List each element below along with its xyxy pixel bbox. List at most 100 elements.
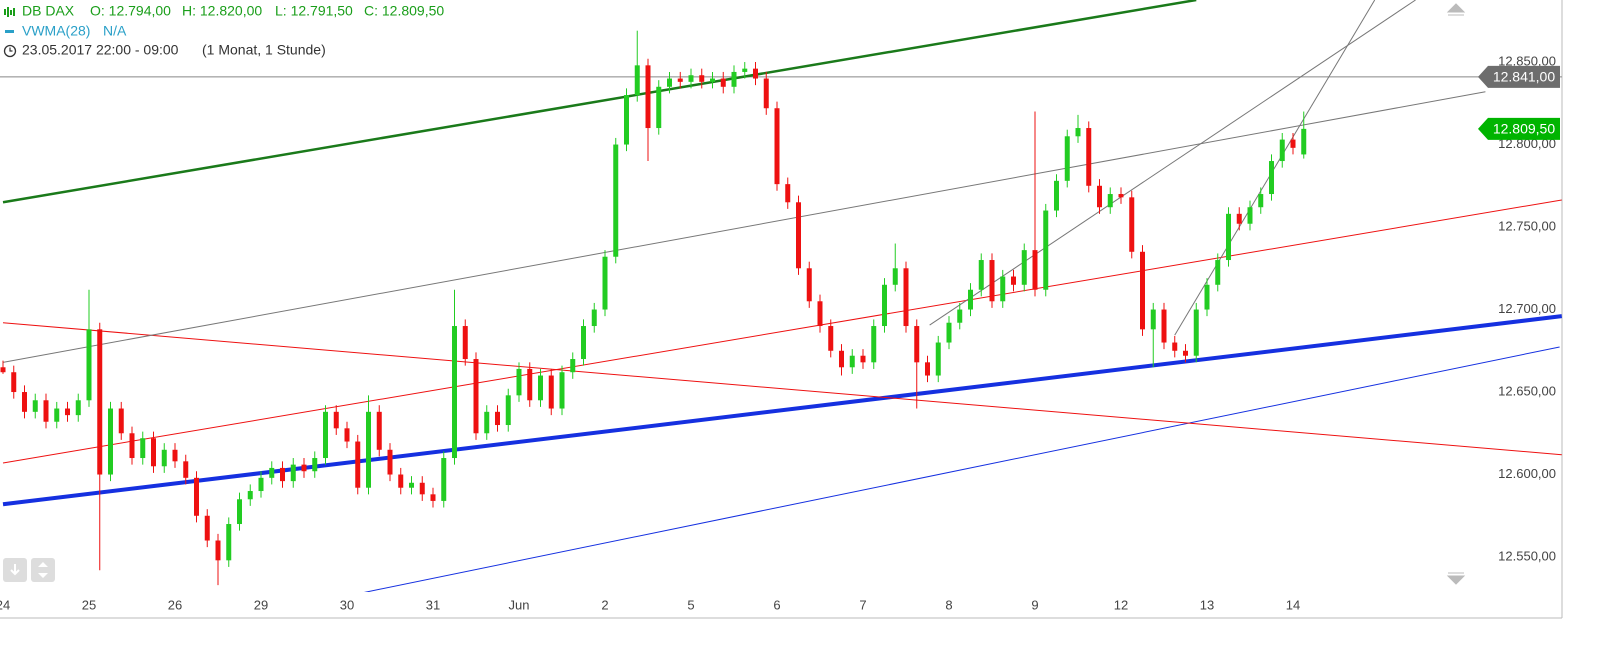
controls[interactable] xyxy=(3,3,1466,585)
candle-body xyxy=(806,268,812,302)
header: DB DAX O: 12.794,00 H: 12.820,00 L: 12.7… xyxy=(3,3,444,58)
candle-body xyxy=(978,260,984,290)
candle-body xyxy=(1204,284,1210,310)
candle-body xyxy=(86,329,92,401)
candles xyxy=(0,30,1307,586)
range: (1 Monat, 1 Stunde) xyxy=(202,42,326,58)
candle-body xyxy=(1290,139,1296,148)
candle-body xyxy=(75,400,81,416)
x-tick-label: 7 xyxy=(859,597,866,612)
indicator-value: N/A xyxy=(103,23,127,39)
candle-body xyxy=(624,95,629,145)
candle-body xyxy=(667,78,672,87)
candle-body xyxy=(505,395,511,426)
x-tick-label: 25 xyxy=(82,597,96,612)
price-marker-label: 12.841,00 xyxy=(1493,69,1555,85)
trendline xyxy=(2,91,1486,363)
candle-body xyxy=(1032,250,1038,290)
candle-body xyxy=(247,491,253,500)
candle-body xyxy=(473,359,479,434)
candle-body xyxy=(957,309,963,323)
candle-body xyxy=(1236,213,1242,224)
trendline xyxy=(2,314,1562,507)
candle-body xyxy=(753,68,758,79)
candle-body xyxy=(882,284,887,327)
candle-body xyxy=(602,256,608,310)
x-tick-label: 12 xyxy=(1114,597,1128,612)
chart-icon xyxy=(4,7,15,17)
candle-body xyxy=(140,438,146,459)
candle-body xyxy=(419,482,425,495)
candle-body xyxy=(774,108,780,185)
candle-body xyxy=(925,362,930,376)
y-tick-label: 12.700,00 xyxy=(1498,301,1556,316)
candle-body xyxy=(1301,128,1307,155)
price-marker xyxy=(1478,117,1560,140)
button-icon xyxy=(38,562,48,578)
x-tick-label: 2 xyxy=(601,597,608,612)
candle-body xyxy=(742,68,748,72)
candle-body xyxy=(194,477,199,516)
candle-body xyxy=(1107,194,1113,208)
candle-body xyxy=(484,411,490,434)
candle-body xyxy=(1269,161,1274,195)
candle-body xyxy=(1258,194,1264,208)
x-tick-label: Jun xyxy=(509,597,530,612)
candle-body xyxy=(1183,350,1188,356)
drawings xyxy=(0,0,1562,592)
button[interactable] xyxy=(31,558,55,582)
candle-body xyxy=(871,326,877,363)
trendline xyxy=(363,346,1560,592)
candle-body xyxy=(355,441,361,488)
ohlc: O: 12.794,00 xyxy=(90,3,171,19)
candle-body xyxy=(1021,250,1027,285)
candle-body xyxy=(817,301,823,327)
candle-body xyxy=(312,458,318,472)
candle-body xyxy=(613,144,619,257)
candle-body xyxy=(828,326,834,351)
candle-body xyxy=(1150,309,1156,330)
candle-body xyxy=(0,367,6,373)
candle-body xyxy=(1011,276,1016,285)
candle-body xyxy=(452,326,457,459)
candle-body xyxy=(677,78,683,82)
candle-body xyxy=(1118,194,1124,198)
candle-body xyxy=(849,355,855,368)
clock-icon xyxy=(3,44,17,58)
y-tick-label: 12.650,00 xyxy=(1498,383,1556,398)
x-tick-label: 6 xyxy=(773,597,780,612)
candle-body xyxy=(1075,128,1081,137)
candle-body xyxy=(710,78,715,82)
candle-body xyxy=(43,400,49,422)
scroll-down[interactable] xyxy=(1446,572,1466,585)
candle-body xyxy=(344,428,350,442)
candle-body xyxy=(280,467,285,482)
x-tick-label: 24 xyxy=(0,597,10,612)
candle-body xyxy=(699,75,705,82)
candle-body xyxy=(204,515,210,541)
candle-body xyxy=(989,260,995,302)
candle-body xyxy=(269,467,275,478)
button-icon xyxy=(10,564,20,576)
candle-body xyxy=(656,86,662,129)
scroll-up[interactable] xyxy=(1446,3,1466,16)
candle-body xyxy=(409,482,414,488)
candle-body xyxy=(785,184,791,203)
candle-body xyxy=(1054,180,1059,211)
x-tick-label: 26 xyxy=(168,597,182,612)
candle-body xyxy=(548,375,554,409)
candle-body xyxy=(1247,207,1253,224)
indicator: VWMA(28) xyxy=(22,23,90,39)
candle-body xyxy=(935,342,941,376)
y-tick-label: 12.750,00 xyxy=(1498,218,1556,233)
candle-body xyxy=(720,78,726,87)
y-tick-label: 12.850,00 xyxy=(1498,53,1556,68)
clock-icon xyxy=(9,47,13,52)
candle-body xyxy=(581,326,586,360)
x-tick-label: 13 xyxy=(1200,597,1214,612)
candle-body xyxy=(1279,139,1285,162)
candle-body xyxy=(118,408,124,434)
candle-body xyxy=(1140,251,1145,330)
